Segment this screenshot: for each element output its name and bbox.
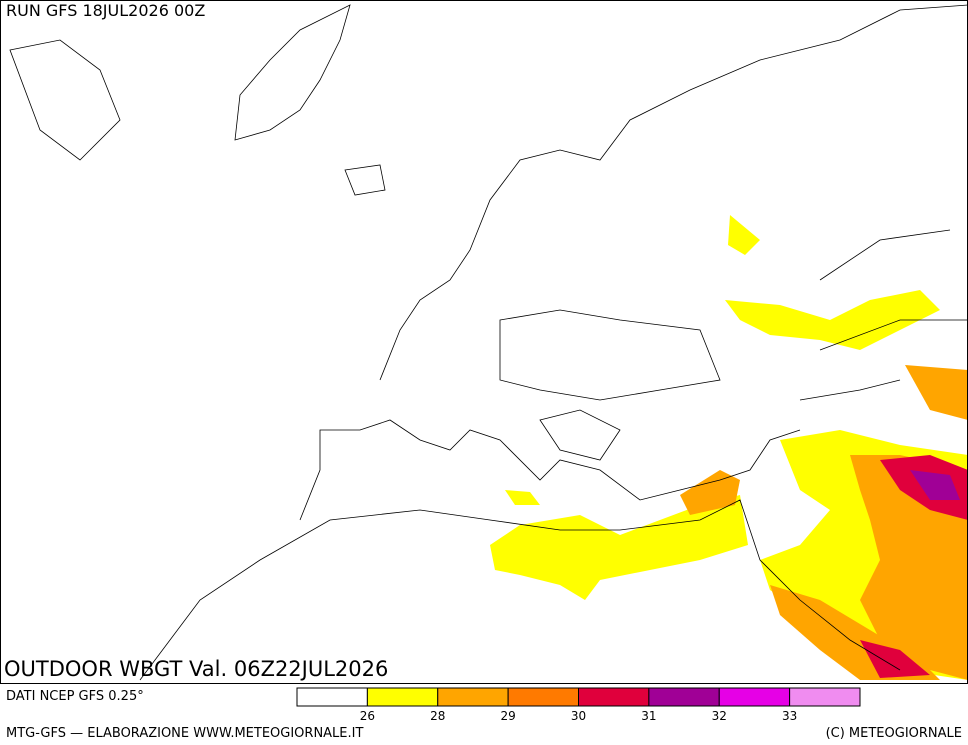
map	[9, 4, 968, 681]
coastline	[234, 4, 351, 141]
legend-label: 30	[571, 709, 586, 723]
wbgt-area-29	[905, 365, 968, 420]
coastline	[379, 4, 968, 381]
legend-swatch	[296, 687, 368, 707]
borders	[499, 309, 721, 461]
map-title: OUTDOOR WBGT Val. 06Z22JUL2026	[4, 657, 388, 681]
legend-label: 26	[360, 709, 375, 723]
legend-swatch	[507, 687, 579, 707]
borders	[799, 229, 968, 401]
wbgt-area-31	[860, 640, 930, 678]
coastline	[299, 419, 801, 521]
credit-label: MTG-GFS — ELABORAZIONE WWW.METEOGIORNALE…	[6, 726, 363, 741]
color-legend: 26 28 29 30 31 32 33	[296, 687, 861, 723]
legend-label: 28	[430, 709, 445, 723]
legend-label: 29	[500, 709, 515, 723]
legend-swatch	[437, 687, 509, 707]
legend-swatch	[578, 687, 650, 707]
legend-label: 33	[782, 709, 797, 723]
wbgt-area-28	[505, 490, 540, 505]
legend-swatch	[366, 687, 439, 707]
wbgt-area-28	[728, 215, 760, 255]
legend-label: 31	[641, 709, 656, 723]
coastline	[344, 164, 386, 196]
wbgt-area-28	[490, 495, 748, 600]
legend-swatch	[648, 687, 720, 707]
run-label: RUN GFS 18JUL2026 00Z	[6, 1, 205, 20]
wbgt-area-32	[910, 470, 960, 500]
legend-label: 32	[712, 709, 727, 723]
copyright-label: (C) METEOGIORNALE	[826, 726, 962, 741]
coastline	[9, 39, 121, 161]
source-label: DATI NCEP GFS 0.25°	[6, 689, 144, 704]
coastline	[139, 499, 901, 681]
wbgt-area-29	[680, 470, 740, 515]
legend-swatch	[789, 687, 861, 707]
wbgt-area-28	[725, 290, 940, 350]
legend-swatch	[718, 687, 791, 707]
